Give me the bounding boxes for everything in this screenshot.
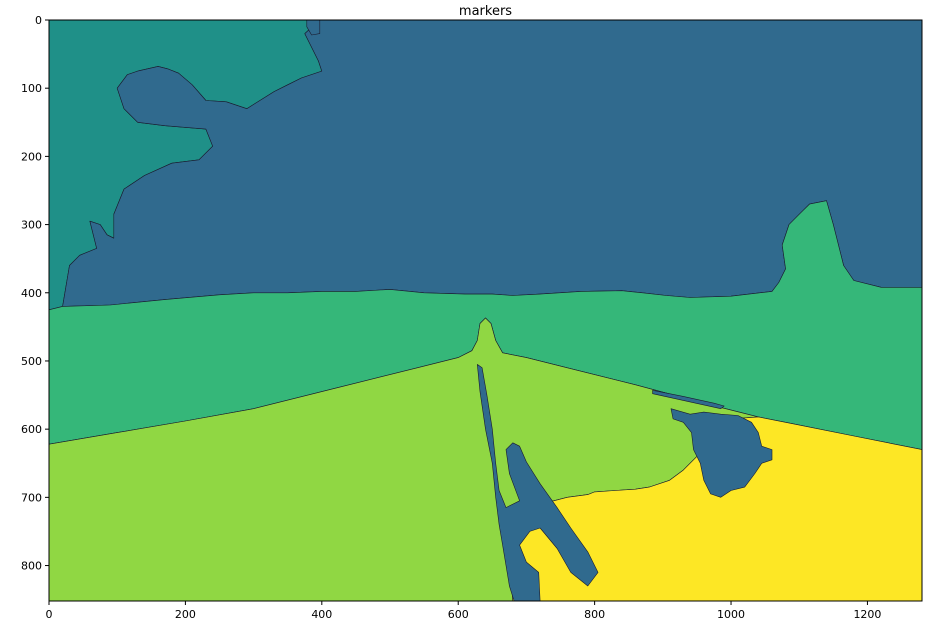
x-tick-label: 200 [175,608,196,621]
y-tick-label: 400 [21,287,42,300]
y-tick-label: 600 [21,423,42,436]
x-tick-label: 1000 [717,608,745,621]
marker-region-2-7 [670,408,773,498]
x-tick-label: 0 [46,608,53,621]
chart-title: markers [459,4,512,19]
x-tick-label: 1200 [853,608,881,621]
y-tick-label: 0 [35,14,42,27]
y-tick-label: 300 [21,219,42,232]
plot-frame [48,19,923,602]
x-tick-label: 600 [448,608,469,621]
y-tick-label: 200 [21,150,42,163]
marker-region-2-2 [306,20,321,36]
x-tick-label: 800 [584,608,605,621]
x-tick-label: 400 [311,608,332,621]
plot-area [48,19,923,602]
y-axis: 0 100 200 300 400 500 600 700 800 [21,14,49,573]
y-tick-label: 500 [21,355,42,368]
marker-region-2-6 [476,364,599,601]
marker-regions [49,20,922,601]
y-tick-label: 800 [21,560,42,573]
y-tick-label: 100 [21,82,42,95]
x-axis: 0 200 400 600 800 1000 1200 [46,601,881,621]
marker-region-2-8 [652,389,725,410]
y-tick-label: 700 [21,491,42,504]
